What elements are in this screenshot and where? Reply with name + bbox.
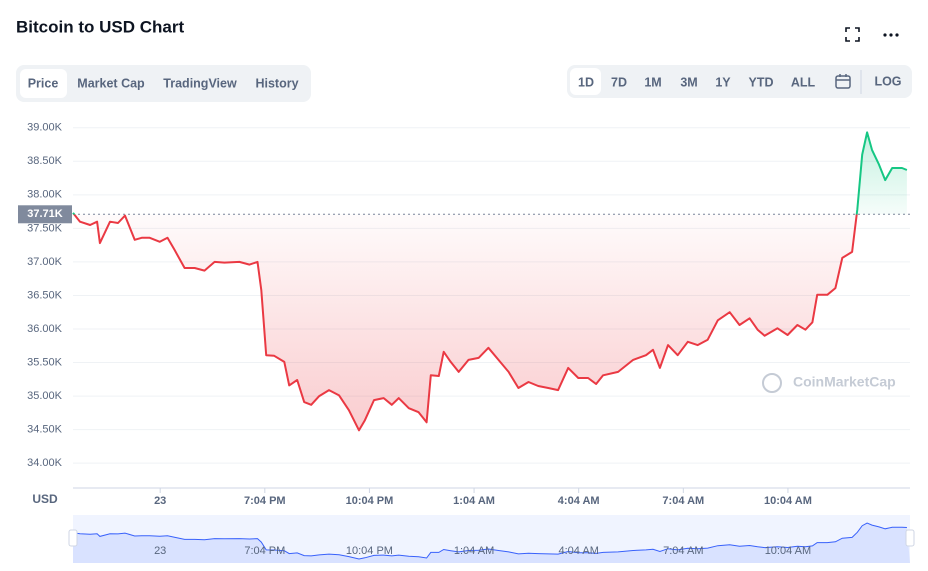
range-button[interactable]: YTD	[749, 75, 774, 89]
chart-title: Bitcoin to USD Chart	[16, 17, 184, 36]
y-tick-label: 39.00K	[27, 122, 63, 134]
reference-label-box	[18, 205, 72, 224]
navigator-tick-label: 10:04 PM	[346, 545, 393, 557]
y-tick-label: 37.50K	[27, 222, 63, 234]
fullscreen-icon[interactable]	[845, 27, 860, 42]
y-tick-label: 34.00K	[27, 457, 63, 469]
area-fill	[73, 132, 907, 431]
range-button[interactable]: 3M	[680, 75, 697, 89]
x-tick-label: 7:04 AM	[662, 495, 704, 507]
price-line	[72, 131, 908, 432]
y-tick-label: 38.50K	[27, 155, 63, 167]
range-button[interactable]: 7D	[611, 75, 627, 89]
navigator-area	[73, 523, 910, 563]
active-range	[570, 68, 601, 95]
x-tick-label: 10:04 PM	[346, 495, 394, 507]
currency-label: USD	[32, 492, 58, 506]
y-tick-label: 37.00K	[27, 256, 63, 268]
active-tab	[20, 69, 67, 98]
x-tick-label: 7:04 PM	[244, 495, 286, 507]
tab[interactable]: TradingView	[163, 76, 237, 90]
reference-label: 37.71K	[27, 208, 63, 220]
navigator-tick-label: 1:04 AM	[454, 545, 494, 557]
tabs: Price Market Cap TradingView History	[28, 76, 299, 90]
tab-bar	[16, 65, 311, 102]
navigator-tick-label: 10:04 AM	[765, 545, 811, 557]
y-tick-label: 35.00K	[27, 390, 63, 402]
navigator-handle[interactable]	[905, 529, 915, 547]
y-tick-label: 36.50K	[27, 289, 63, 301]
y-tick-label: 38.00K	[27, 189, 63, 201]
log-button[interactable]: LOG	[874, 74, 901, 88]
navigator-handle[interactable]	[68, 529, 78, 547]
y-tick-label: 34.50K	[27, 424, 63, 436]
x-tick-label: 1:04 AM	[453, 495, 495, 507]
tab[interactable]: Market Cap	[77, 76, 145, 90]
navigator-line	[72, 522, 907, 560]
calendar-icon[interactable]	[835, 74, 851, 89]
watermark: CoinMarketCap	[793, 374, 896, 390]
x-tick-label: 23	[154, 495, 166, 507]
range-button[interactable]: 1M	[644, 75, 661, 89]
range-button[interactable]: 1Y	[715, 75, 731, 89]
x-tick-label: 10:04 AM	[764, 495, 812, 507]
navigator-tick-label: 7:04 AM	[663, 545, 703, 557]
watermark-logo	[762, 373, 782, 393]
range-button[interactable]: 1D	[578, 75, 594, 89]
x-tick-label: 4:04 AM	[558, 495, 600, 507]
y-tick-label: 35.50K	[27, 356, 63, 368]
navigator-tick-label: 7:04 PM	[244, 545, 285, 557]
navigator-tick-label: 23	[154, 545, 166, 557]
ranges: 1D 7D 1M 3M 1Y YTD ALL	[578, 75, 815, 89]
more-icon[interactable]	[883, 33, 899, 37]
navigator-tick-label: 4:04 AM	[559, 545, 599, 557]
range-bar	[567, 65, 912, 98]
range-button[interactable]: ALL	[791, 75, 816, 89]
y-tick-label: 36.00K	[27, 323, 63, 335]
tab[interactable]: Price	[28, 76, 59, 90]
tab[interactable]: History	[255, 76, 298, 90]
